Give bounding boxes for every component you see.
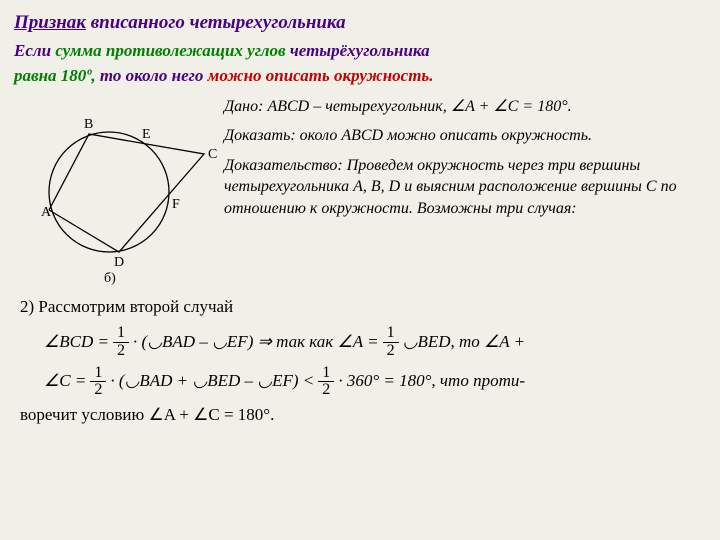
geometry-diagram: A B E C F D (14, 92, 224, 272)
diagram-container: A B E C F D б) (14, 92, 224, 289)
case-2-block: 2) Рассмотрим второй случай ∠BCD = 12 · … (14, 296, 706, 427)
svg-text:C: C (208, 147, 217, 162)
case-2-lead: 2) Рассмотрим второй случай (14, 296, 706, 319)
svg-text:D: D (114, 255, 124, 270)
math-line-1: ∠BCD = 12 · (◡BAD – ◡EF) ⇒ так как ∠A = … (44, 325, 706, 358)
math-line-3: воречит условию ∠A + ∠C = 180°. (14, 404, 706, 427)
given-line: Дано: ABCD – четырехугольник, ∠A + ∠C = … (224, 96, 706, 118)
proof-line: Доказательство: Проведем окружность чере… (224, 155, 706, 220)
svg-text:A: A (41, 205, 52, 220)
fraction-half: 12 (318, 365, 334, 398)
fraction-half: 12 (90, 365, 106, 398)
page-title: Признак вписанного четырехугольника (14, 10, 706, 36)
svg-text:B: B (84, 117, 93, 132)
svg-text:F: F (172, 197, 180, 212)
fraction-half: 12 (113, 325, 129, 358)
prove-line: Доказать: около ABCD можно описать окруж… (224, 125, 706, 147)
fraction-half: 12 (383, 325, 399, 358)
subtitle-line-1: Если сумма противолежащих углов четырёху… (14, 40, 706, 63)
subtitle-line-2: равна 180º, то около него можно описать … (14, 65, 706, 88)
title-rest: вписанного четырехугольника (86, 12, 346, 33)
diagram-caption: б) (14, 270, 224, 289)
svg-text:E: E (142, 127, 151, 142)
math-line-2: ∠C = 12 · (◡BAD + ◡BED – ◡EF) < 12 · 360… (44, 365, 706, 398)
title-underlined: Признак (14, 12, 86, 33)
proof-text-block: Дано: ABCD – четырехугольник, ∠A + ∠C = … (224, 92, 706, 228)
